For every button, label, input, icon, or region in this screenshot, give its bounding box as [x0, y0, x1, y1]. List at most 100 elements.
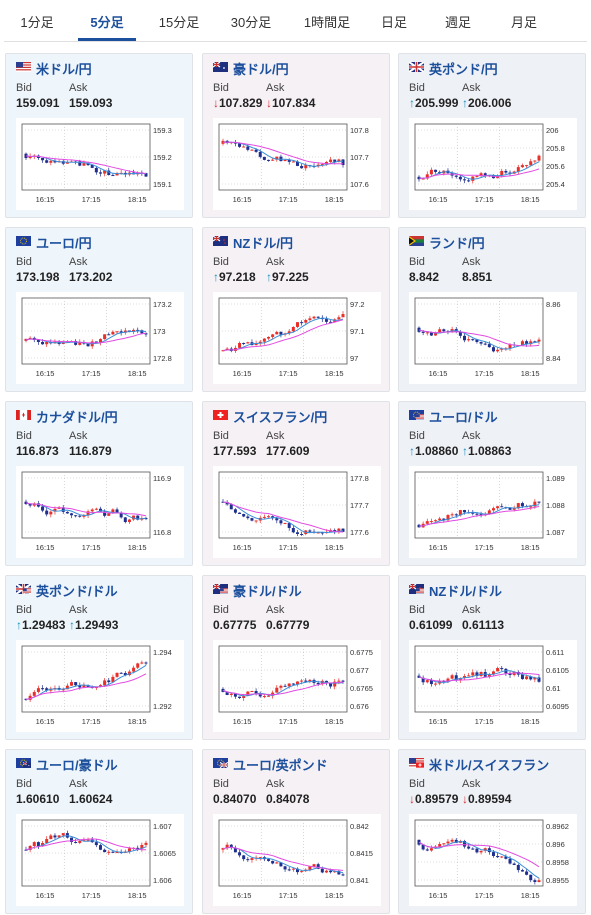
tab-daily[interactable]: 日足 — [380, 15, 407, 30]
pair-name[interactable]: 英ポンド/ドル — [36, 583, 118, 599]
candle-body — [225, 691, 229, 695]
pair-name[interactable]: 豪ドル/円 — [233, 61, 289, 77]
tab-monthly[interactable]: 月足 — [510, 15, 537, 30]
rate-card[interactable]: スイスフラン/円 Bid Ask 177.593 177.609 177.8 177.7 17… — [202, 401, 390, 566]
candle-body — [508, 507, 512, 510]
moving-average-line — [25, 835, 147, 853]
candlestick-chart[interactable]: 1.089 1.088 1.087 16:15 17:15 18:15 — [409, 466, 577, 558]
candle-body — [250, 691, 254, 693]
y-tick-label: 177.6 — [350, 528, 369, 537]
x-tick-label: 18:15 — [521, 543, 540, 552]
candlestick-chart[interactable]: 97.2 97.1 97 16:15 17:15 18:15 — [213, 292, 381, 384]
candle-body — [287, 331, 291, 334]
y-tick-label: 107.6 — [350, 180, 369, 189]
bid-label: Bid — [213, 82, 229, 94]
candle-body — [333, 681, 337, 687]
rate-card[interactable]: ユーロ/豪ドル Bid Ask 1.60610 1.60624 1.607 1.6065 1.… — [5, 749, 193, 914]
candle-body — [508, 172, 512, 174]
rate-card[interactable]: ユーロ/英ポンド Bid Ask 0.84070 0.84078 0.842 0.8415 0… — [202, 749, 390, 914]
pair-name[interactable]: ユーロ/英ポンド — [233, 757, 328, 773]
x-tick-label: 16:15 — [36, 543, 55, 552]
pair-name[interactable]: ユーロ/ドル — [429, 409, 498, 425]
rate-card[interactable]: 米ドル/円 Bid Ask 159.091 159.093 159.3 159.2 159.1… — [5, 53, 193, 218]
candlestick-chart[interactable]: 173.2 173 172.8 16:15 17:15 18:15 — [16, 292, 184, 384]
tab-5min[interactable]: 5分足 — [70, 6, 144, 41]
rate-card[interactable]: ユーロ/ドル Bid Ask ↑1.08860 ↑1.08863 1.089 1.088 1.… — [398, 401, 586, 566]
pair-name[interactable]: カナダドル/円 — [36, 409, 118, 425]
rate-card[interactable]: NZドル/円 Bid Ask ↑97.218 ↑97.225 97.2 97.1 97 16:1… — [202, 227, 390, 392]
candlestick-chart[interactable]: 206 205.8 205.6 205.4 16:15 17:15 18:15 — [409, 118, 577, 210]
candle-body — [229, 504, 233, 510]
ask-label: Ask — [69, 256, 88, 268]
candle-body — [508, 673, 512, 676]
candlestick-chart[interactable]: 0.6775 0.677 0.6765 0.676 16:15 17:15 18:15 — [213, 640, 381, 732]
pair-name[interactable]: 米ドル/円 — [36, 61, 92, 77]
rate-card[interactable]: 英ポンド/ドル Bid Ask ↑1.29483 ↑1.29493 1.294 1.292 1… — [5, 575, 193, 740]
candlestick-chart[interactable]: 159.3 159.2 159.1 16:15 17:15 18:15 — [16, 118, 184, 210]
candlestick-chart[interactable]: 0.842 0.8415 0.841 16:15 17:15 18:15 — [213, 814, 381, 906]
candlestick-chart[interactable]: 1.607 1.6065 1.606 16:15 17:15 18:15 — [16, 814, 184, 906]
candlestick-chart[interactable]: 0.8962 0.896 0.8958 0.8955 16:15 17:15 18:15 — [409, 814, 577, 906]
candle-body — [333, 159, 337, 162]
pair-header: スイスフラン/円 — [213, 408, 328, 425]
candle-body — [537, 880, 541, 882]
ask-value: 0.61113 — [462, 618, 504, 632]
up-arrow-icon: ↑ — [69, 618, 75, 632]
candlestick-chart[interactable]: 8.86 8.84 16:15 17:15 18:15 — [409, 292, 577, 384]
rate-card[interactable]: ランド/円 Bid Ask 8.842 8.851 8.86 8.84 16:15 17:15 1… — [398, 227, 586, 392]
tab-1min[interactable]: 1分足 — [20, 15, 54, 30]
flag-icon — [212, 59, 233, 77]
tab-15min[interactable]: 15分足 — [158, 15, 200, 30]
x-tick-label: 16:15 — [233, 369, 252, 378]
pair-name[interactable]: NZドル/ドル — [429, 583, 502, 599]
pair-name[interactable]: 英ポンド/円 — [429, 61, 498, 77]
candle-body — [271, 159, 275, 161]
candle-body — [136, 515, 140, 520]
bid-number: 8.842 — [409, 270, 440, 284]
pair-name[interactable]: NZドル/円 — [233, 235, 293, 251]
tab-30min[interactable]: 30分足 — [230, 15, 272, 30]
rate-card[interactable]: NZドル/ドル Bid Ask 0.61099 0.61113 0.611 0.6105 0.… — [398, 575, 586, 740]
pair-name[interactable]: ユーロ/豪ドル — [36, 757, 118, 773]
ask-label: Ask — [462, 604, 481, 616]
ask-number: 173.202 — [69, 270, 113, 284]
tab-1hour[interactable]: 1時間足 — [303, 15, 351, 30]
moving-average-line — [25, 664, 147, 700]
candlestick-chart[interactable]: 116.9 116.8 16:15 17:15 18:15 — [16, 466, 184, 558]
pair-name[interactable]: ランド/円 — [429, 235, 485, 251]
bid-label: Bid — [16, 430, 32, 442]
candle-body — [316, 532, 320, 534]
candlestick-chart[interactable]: 0.611 0.6105 0.61 0.6095 16:15 17:15 18:15 — [409, 640, 577, 732]
candlestick-chart[interactable]: 107.8 107.7 107.6 16:15 17:15 18:15 — [213, 118, 381, 210]
candle-body — [70, 682, 74, 686]
pair-header: NZドル/ドル — [409, 582, 502, 599]
candle-body — [262, 338, 266, 342]
tab-weekly[interactable]: 週足 — [444, 15, 471, 30]
pair-name[interactable]: 豪ドル/ドル — [233, 583, 302, 599]
candle-body — [450, 675, 454, 679]
candle-body — [45, 341, 49, 345]
candle-body — [267, 336, 271, 339]
bid-value: 0.67775 — [213, 618, 256, 632]
pair-name[interactable]: ユーロ/円 — [36, 235, 92, 251]
rate-card[interactable]: 豪ドル/ドル Bid Ask 0.67775 0.67779 0.6775 0.677 0.6… — [202, 575, 390, 740]
bid-label: Bid — [16, 604, 32, 616]
rate-card[interactable]: 英ポンド/円 Bid Ask ↑205.999 ↑206.006 206 205.8 205.… — [398, 53, 586, 218]
rate-card[interactable]: 米ドル/スイスフラン Bid Ask ↓0.89579 ↓0.89594 0.8962 0.… — [398, 749, 586, 914]
candle-body — [479, 173, 483, 176]
y-tick-label: 97 — [350, 354, 358, 363]
y-tick-label: 0.8958 — [546, 858, 569, 867]
candle-body — [275, 687, 279, 693]
rate-card[interactable]: ユーロ/円 Bid Ask 173.198 173.202 173.2 173 172.8 16… — [5, 227, 193, 392]
candle-body — [458, 678, 462, 681]
candlestick-chart[interactable]: 1.294 1.292 16:15 17:15 18:15 — [16, 640, 184, 732]
rate-card[interactable]: 豪ドル/円 Bid Ask ↓107.829 ↓107.834 107.8 107.7 107… — [202, 53, 390, 218]
moving-average-line — [418, 841, 540, 868]
candle-body — [479, 341, 483, 344]
rate-card[interactable]: カナダドル/円 Bid Ask 116.873 116.879 116.9 116.8 16:… — [5, 401, 193, 566]
pair-name[interactable]: スイスフラン/円 — [233, 409, 328, 425]
candle-body — [320, 868, 324, 873]
pair-name[interactable]: 米ドル/スイスフラン — [429, 757, 550, 773]
candlestick-chart[interactable]: 177.8 177.7 177.6 16:15 17:15 18:15 — [213, 466, 381, 558]
pair-header: ユーロ/ドル — [409, 408, 498, 425]
